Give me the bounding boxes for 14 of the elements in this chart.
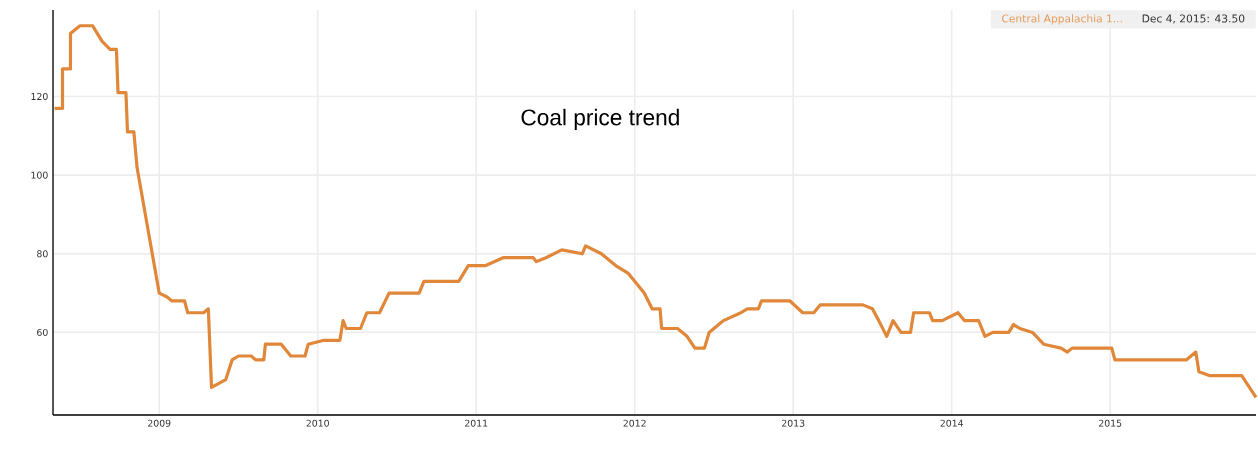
y-tick-label: 60 (37, 328, 48, 336)
y-tick-label: 100 (31, 171, 48, 179)
text: Central Appalachia 1... (1002, 14, 1122, 25)
x-tick-label: 2014 (940, 419, 964, 427)
y-tick-label: 120 (31, 92, 48, 101)
x-tick-label: 2009 (148, 419, 171, 427)
x-tick-label: 2011 (465, 419, 488, 427)
x-tick-label: 2015 (1098, 419, 1122, 427)
x-tick-label: 2013 (782, 419, 805, 427)
annotation: Dec 4, 2015: 43.50 (1142, 14, 1245, 24)
x-tick-label: 2010 (306, 419, 329, 427)
x-tick-label: 2012 (623, 419, 646, 427)
text: Coal price trend (521, 108, 679, 130)
y-tick-label: 80 (37, 250, 48, 258)
